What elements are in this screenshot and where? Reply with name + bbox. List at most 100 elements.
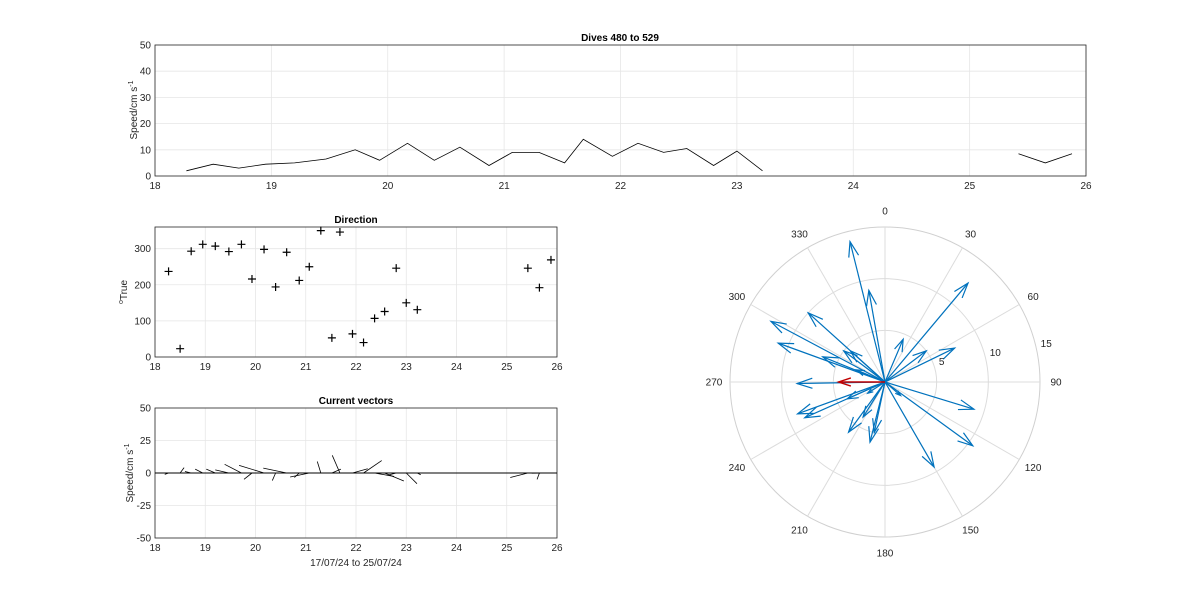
y-tick-label: 10 <box>140 145 152 156</box>
direction-point <box>392 264 401 273</box>
polar-vector-head <box>842 349 858 364</box>
x-tick-label: 19 <box>266 181 278 192</box>
vectors-title: Current vectors <box>319 396 394 407</box>
direction-point <box>224 247 233 256</box>
x-tick-label: 25 <box>501 543 513 554</box>
polar-spoke <box>750 304 886 383</box>
speed-series-line <box>1018 153 1073 164</box>
current-vector-stick <box>263 467 287 474</box>
speed-ylabel: Speed/cm s-1 <box>128 80 140 139</box>
current-vector-stick <box>316 461 322 474</box>
polar-vector-head <box>865 288 877 307</box>
x-tick-label: 21 <box>300 543 312 554</box>
x-tick-label: 20 <box>250 543 262 554</box>
polar-vector-shaft <box>884 347 955 383</box>
x-tick-label: 24 <box>451 543 463 554</box>
current-vector-stick <box>271 472 276 481</box>
polar-vector-shaft <box>807 312 886 383</box>
direction-point <box>316 226 325 235</box>
direction-point <box>164 267 173 276</box>
current-vector-stick <box>417 472 421 476</box>
x-tick-label: 18 <box>149 181 161 192</box>
polar-angle-label: 270 <box>706 378 723 389</box>
direction-point <box>237 240 246 249</box>
y-tick-label: -25 <box>137 501 152 512</box>
current-vector-stick <box>331 468 342 474</box>
current-vector-stick <box>243 472 253 480</box>
x-tick-label: 20 <box>250 362 262 373</box>
polar-vector <box>776 342 886 383</box>
polar-vector <box>806 311 886 383</box>
polar-vector-shaft <box>862 381 886 418</box>
polar-panel: 0 30 60 90 120 150 180 210 240 270 300 330 5 10 15 <box>706 207 1062 560</box>
current-vector-stick <box>387 472 397 476</box>
speed-tick-labels: 18 19 20 21 22 23 24 25 26 0 10 20 30 40 50 <box>140 41 1092 193</box>
polar-vector <box>803 381 886 419</box>
direction-point <box>176 344 185 353</box>
vectors-tick-labels: 18 19 20 21 22 23 24 25 26 -50 -25 0 25 50 <box>137 404 563 555</box>
x-tick-label: 18 <box>149 543 161 554</box>
polar-mean-vector <box>836 377 885 387</box>
polar-radius-label: 15 <box>1041 339 1053 350</box>
x-tick-label: 22 <box>615 181 627 192</box>
polar-vector-shaft <box>884 282 969 383</box>
polar-vector-head <box>862 405 873 419</box>
polar-angle-label: 180 <box>877 549 894 560</box>
polar-spoke <box>884 381 1020 460</box>
x-tick-label: 21 <box>499 181 511 192</box>
polar-vector-head <box>957 399 976 411</box>
polar-vector-shaft <box>884 350 927 383</box>
polar-vector-head <box>866 388 874 395</box>
polar-vector-head <box>820 356 839 368</box>
x-tick-label: 23 <box>731 181 743 192</box>
polar-vector-head <box>894 337 904 353</box>
polar-vector-head <box>954 281 970 299</box>
y-tick-label: 300 <box>134 244 151 255</box>
direction-point <box>211 242 220 251</box>
direction-point <box>370 314 379 323</box>
polar-angle-label: 0 <box>882 207 888 218</box>
direction-point <box>295 276 304 285</box>
polar-angle-label: 30 <box>965 229 977 240</box>
current-vector-stick <box>224 463 242 474</box>
polar-vector-head <box>806 311 824 328</box>
y-tick-label: 0 <box>145 469 151 480</box>
current-vector-stick <box>331 455 341 474</box>
x-tick-label: 20 <box>382 181 394 192</box>
polar-vector-head <box>795 377 813 389</box>
y-tick-label: 0 <box>145 172 151 183</box>
current-vector-stick <box>510 472 528 478</box>
polar-vector-shaft <box>777 342 886 383</box>
direction-point <box>535 283 544 292</box>
current-vector-stick <box>179 467 185 474</box>
polar-angle-label: 210 <box>791 526 808 537</box>
polar-vector <box>862 381 886 419</box>
x-tick-label: 25 <box>964 181 976 192</box>
polar-vector-shaft <box>884 381 975 410</box>
direction-ylabel-main: True <box>119 280 130 301</box>
speed-title: Dives 480 to 529 <box>581 33 659 44</box>
polar-angle-label: 90 <box>1050 378 1062 389</box>
current-vector-stick <box>352 468 368 474</box>
direction-point <box>260 245 269 254</box>
speed-marks <box>186 138 1073 172</box>
speed-ylabel-main: Speed/cm s <box>129 87 140 140</box>
polar-vector <box>884 349 928 383</box>
direction-point <box>546 255 555 264</box>
x-tick-label: 26 <box>551 362 563 373</box>
polar-spoke <box>884 247 963 383</box>
current-vector-stick <box>238 464 265 474</box>
current-vector-stick <box>363 460 382 474</box>
polar-vector-shaft <box>873 381 886 433</box>
vectors-ylabel-main: Speed/cm s <box>125 450 136 503</box>
direction-point <box>335 228 344 237</box>
direction-point <box>271 282 280 291</box>
vectors-panel: 18 19 20 21 22 23 24 25 26 -50 -25 0 25 50 Current ve… <box>124 396 563 569</box>
direction-panel: 18 19 20 21 22 23 24 25 26 0 100 200 300 Direction o… <box>118 215 563 373</box>
polar-spoke <box>884 304 1020 383</box>
current-vector-stick <box>194 468 203 474</box>
polar-vector <box>884 381 975 447</box>
x-tick-label: 24 <box>848 181 860 192</box>
polar-vector <box>848 239 886 383</box>
